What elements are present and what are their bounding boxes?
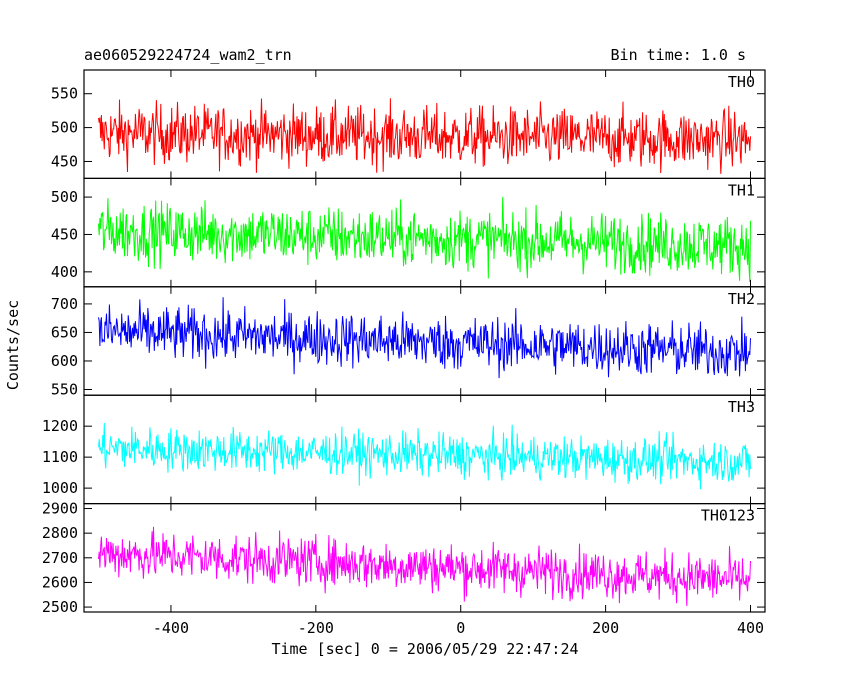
y-tick-label: 1200 [42, 417, 78, 435]
x-tick-label: 200 [592, 619, 619, 637]
y-tick-label: 2900 [42, 500, 78, 518]
panel-label-th3: TH3 [728, 398, 755, 416]
panel-label-th0123: TH0123 [701, 507, 755, 525]
y-tick-label: 550 [51, 380, 78, 398]
y-tick-label: 450 [51, 225, 78, 243]
y-tick-label: 700 [51, 295, 78, 313]
y-tick-label: 600 [51, 352, 78, 370]
series-line-th3 [98, 422, 751, 490]
x-tick-label: 0 [456, 619, 465, 637]
y-tick-label: 2800 [42, 524, 78, 542]
series-line-th1 [98, 196, 751, 283]
x-tick-label: -400 [153, 619, 189, 637]
panel-label-th1: TH1 [728, 181, 755, 199]
y-tick-label: 2700 [42, 549, 78, 567]
chart-title: ae060529224724_wam2_trn [84, 46, 292, 64]
y-tick-label: 2500 [42, 598, 78, 616]
x-tick-label: -200 [298, 619, 334, 637]
series-line-th0 [98, 98, 751, 174]
panel-label-th0: TH0 [728, 73, 755, 91]
panel-label-th2: TH2 [728, 290, 755, 308]
y-tick-label: 550 [51, 85, 78, 103]
panels-group: 450 500 550 TH0 400 450 500 TH1 550 600 650 700 TH2 1… [42, 69, 766, 637]
x-axis-label: Time [sec] 0 = 2006/05/29 22:47:24 [271, 640, 578, 658]
y-tick-label: 2600 [42, 573, 78, 591]
y-axis-label: Counts/sec [4, 300, 22, 390]
y-tick-label: 400 [51, 263, 78, 281]
bin-time-label: Bin time: 1.0 s [611, 46, 746, 64]
x-tick-label: 400 [737, 619, 764, 637]
y-tick-label: 1000 [42, 479, 78, 497]
series-line-th0123 [98, 526, 751, 607]
y-tick-label: 450 [51, 152, 78, 170]
y-tick-label: 650 [51, 323, 78, 341]
y-tick-label: 500 [51, 119, 78, 137]
y-tick-label: 1100 [42, 448, 78, 466]
series-line-th2 [98, 297, 751, 379]
y-tick-label: 500 [51, 188, 78, 206]
